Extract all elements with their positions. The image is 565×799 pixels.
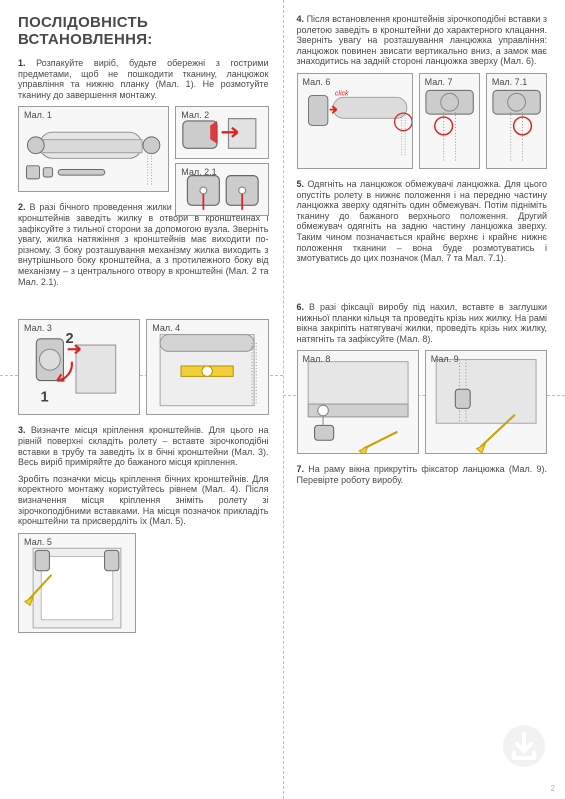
fig-row-4: Мал. 6 click Мал. 7 (297, 73, 548, 169)
figure-5: Мал. 5 (18, 533, 136, 633)
figure-2-1: Мал. 2.1 (175, 163, 268, 216)
step-7-num: 7. (297, 464, 305, 474)
click-label: click (334, 91, 348, 98)
instruction-page: ПОСЛІДОВНІСТЬ ВСТАНОВЛЕННЯ: 1. Розпакуйт… (0, 0, 565, 799)
fig-row-2: Мал. 3 1 2 Мал. 4 (18, 319, 269, 415)
step-2-num: 2. (18, 202, 26, 212)
step-3a: 3. Визначте місця кріплення кронштейнів.… (18, 425, 269, 467)
figure-5-label: Мал. 5 (24, 537, 52, 547)
step-5-text: Одягніть на ланцюжок обмежувачі ланцюжка… (297, 179, 548, 263)
step-5: 5. Одягніть на ланцюжок обмежувачі ланцю… (297, 179, 548, 264)
step-6-num: 6. (297, 302, 305, 312)
step-3a-text: Визначте місця кріплення кронштейнів. Дл… (18, 425, 269, 467)
figure-7-label: Мал. 7 (425, 77, 453, 87)
step-1-text: Розпакуйте виріб, будьте обережні з гост… (18, 58, 269, 100)
figure-3: Мал. 3 1 2 (18, 319, 140, 415)
figure-2: Мал. 2 (175, 106, 268, 159)
figure-4-label: Мал. 4 (152, 323, 180, 333)
figure-3-svg: 1 2 (19, 320, 139, 414)
figure-6-label: Мал. 6 (303, 77, 331, 87)
fig-row-3: Мал. 5 (18, 533, 269, 633)
step-4: 4. Після встановлення кронштейнів зірочк… (297, 14, 548, 67)
step-4-text: Після встановлення кронштейнів зірочкопо… (297, 14, 548, 66)
step-1-num: 1. (18, 58, 26, 68)
step-1: 1. Розпакуйте виріб, будьте обережні з г… (18, 58, 269, 100)
figure-7-1-label: Мал. 7.1 (492, 77, 527, 87)
fig-row-1: Мал. 1 Мал (18, 106, 269, 192)
figure-7-svg (420, 74, 479, 168)
figure-7-1-svg (487, 74, 546, 168)
svg-text:1: 1 (40, 390, 48, 406)
figure-1-label: Мал. 1 (24, 110, 52, 120)
figure-7-1: Мал. 7.1 (486, 73, 547, 169)
svg-text:2: 2 (66, 331, 74, 347)
step-7-text: На раму вікна прикрутіть фіксатор ланцюж… (297, 464, 548, 485)
step-6: 6. В разі фіксації виробу під нахил, вст… (297, 302, 548, 344)
figure-2-label: Мал. 2 (181, 110, 209, 120)
figure-4-svg (147, 320, 267, 414)
step-3-num: 3. (18, 425, 26, 435)
page-title: ПОСЛІДОВНІСТЬ ВСТАНОВЛЕННЯ: (18, 14, 269, 48)
step-4-num: 4. (297, 14, 305, 24)
figure-7: Мал. 7 (419, 73, 480, 169)
figure-9-label: Мал. 9 (431, 354, 459, 364)
step-6-text: В разі фіксації виробу під нахил, вставт… (297, 302, 548, 344)
figure-4: Мал. 4 (146, 319, 268, 415)
figure-5-svg (19, 534, 135, 632)
figure-6: Мал. 6 click (297, 73, 413, 169)
page-number: 2 (551, 784, 555, 793)
figure-8-svg (298, 351, 418, 453)
fig-row-5: Мал. 8 Мал. 9 (297, 350, 548, 454)
step-7: 7. На раму вікна прикрутіть фіксатор лан… (297, 464, 548, 485)
figure-3-label: Мал. 3 (24, 323, 52, 333)
watermark-icon (501, 723, 547, 769)
right-column: 4. Після встановлення кронштейнів зірочк… (283, 0, 565, 799)
step-3b: Зробіть позначки місць кріплення бічних … (18, 474, 269, 527)
figure-8: Мал. 8 (297, 350, 419, 454)
figure-6-svg: click (298, 74, 412, 168)
figure-9-svg (426, 351, 546, 453)
figure-2-1-label: Мал. 2.1 (181, 167, 216, 177)
figure-1: Мал. 1 (18, 106, 169, 192)
figure-8-label: Мал. 8 (303, 354, 331, 364)
left-column: ПОСЛІДОВНІСТЬ ВСТАНОВЛЕННЯ: 1. Розпакуйт… (0, 0, 283, 799)
step-5-num: 5. (297, 179, 305, 189)
figure-9: Мал. 9 (425, 350, 547, 454)
